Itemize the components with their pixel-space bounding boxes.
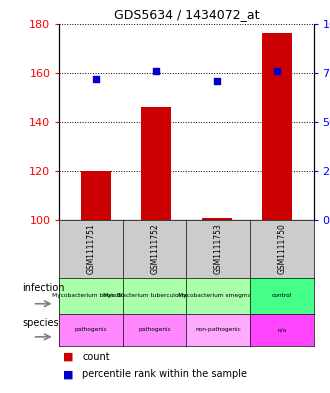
Text: Mycobacterium tuberculosis H37ra: Mycobacterium tuberculosis H37ra [103,293,206,298]
Text: pathogenic: pathogenic [75,327,108,332]
Text: percentile rank within the sample: percentile rank within the sample [82,369,248,379]
Text: GSM1111750: GSM1111750 [277,224,286,274]
Text: ■: ■ [63,369,73,379]
Bar [141,107,171,220]
Point [275,68,280,74]
Text: GSM1111753: GSM1111753 [214,224,223,274]
Text: non-pathogenic: non-pathogenic [195,327,241,332]
Text: species: species [22,318,59,328]
Bar [81,171,111,220]
Text: count: count [82,352,110,362]
Point [93,75,98,82]
Text: n/a: n/a [277,327,286,332]
Bar [202,218,232,220]
Text: Mycobacterium bovis BCG: Mycobacterium bovis BCG [52,293,130,298]
Point [153,68,159,74]
Text: ■: ■ [63,352,73,362]
Point [214,77,219,84]
Text: GSM1111752: GSM1111752 [150,224,159,274]
Title: GDS5634 / 1434072_at: GDS5634 / 1434072_at [114,8,259,21]
Text: control: control [272,293,292,298]
Text: pathogenic: pathogenic [138,327,171,332]
Text: infection: infection [22,283,65,293]
Text: GSM1111751: GSM1111751 [87,224,96,274]
Text: Mycobacterium smegmatis: Mycobacterium smegmatis [178,293,258,298]
Bar [262,33,292,220]
